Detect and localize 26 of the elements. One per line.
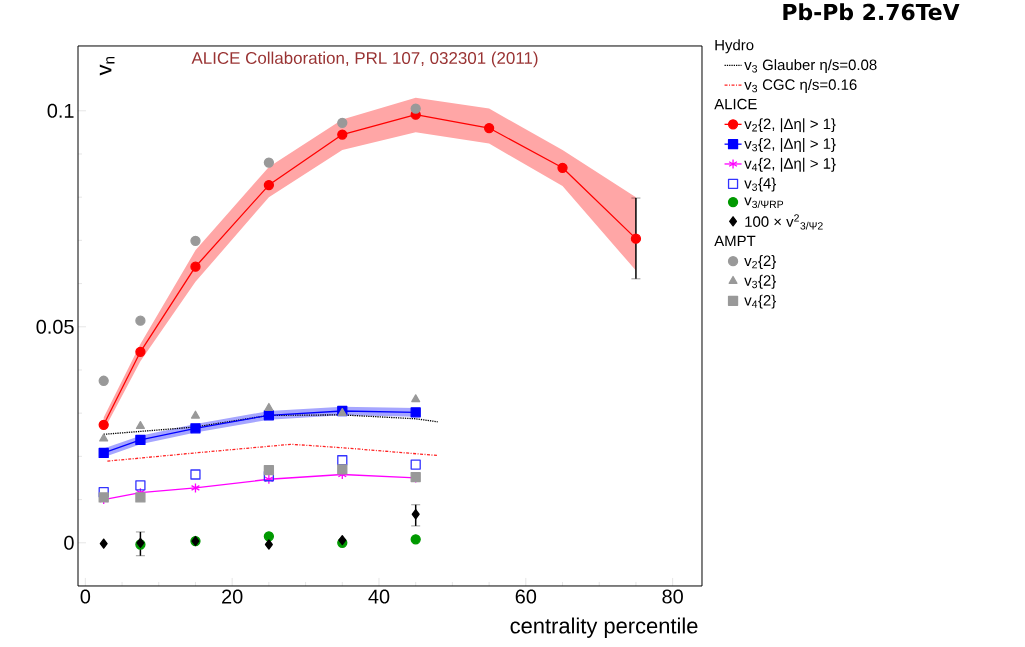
- legend-label: v$_{3}$ CGC η/s=0.16: [744, 78, 857, 93]
- legend-label: v$_{4}${2}: [744, 294, 777, 309]
- text: Pb-Pb 2.76TeV: [783, 3, 960, 21]
- x-tick-label: 40: [368, 589, 390, 604]
- legend-label: v$_{3/ΨRP}$: [744, 197, 784, 209]
- x-tick-label: 80: [662, 589, 683, 604]
- annotation: ALICE Collaboration, PRL 107, 032301 (2011): [191, 51, 538, 68]
- y-tick-label: 0.1: [47, 103, 74, 118]
- x-axis-title: centrality percentile: [510, 617, 698, 638]
- y-axis-title: v$_{n}$: [99, 57, 115, 76]
- text: AMPT: [714, 235, 756, 247]
- x-tick-label: 20: [222, 589, 243, 604]
- legend-label: v$_{3}${2, |Δη| > 1}: [744, 138, 836, 153]
- y-tick-label: 0.05: [36, 319, 74, 334]
- legend-label: v$_{3}${2}: [744, 274, 777, 289]
- legend-label: v$_{2}${2, |Δη| > 1}: [744, 118, 836, 133]
- legend-label: v$_{3}${4}: [744, 177, 777, 192]
- legend-label: v$_{3}$ Glauber η/s=0.08: [744, 59, 877, 74]
- x-tick-label: 0: [80, 589, 91, 604]
- legend-label: 100 × v$^{2}$3/Ψ2: [745, 214, 823, 230]
- legend-label: v$_{4}${2, |Δη| > 1}: [744, 157, 836, 172]
- text: Hydro: [715, 39, 754, 54]
- x-tick-label: 60: [515, 589, 537, 604]
- text: ALICE: [714, 98, 757, 110]
- legend-label: v$_{2}${2}: [744, 255, 777, 269]
- y-tick-label: 0: [64, 535, 74, 550]
